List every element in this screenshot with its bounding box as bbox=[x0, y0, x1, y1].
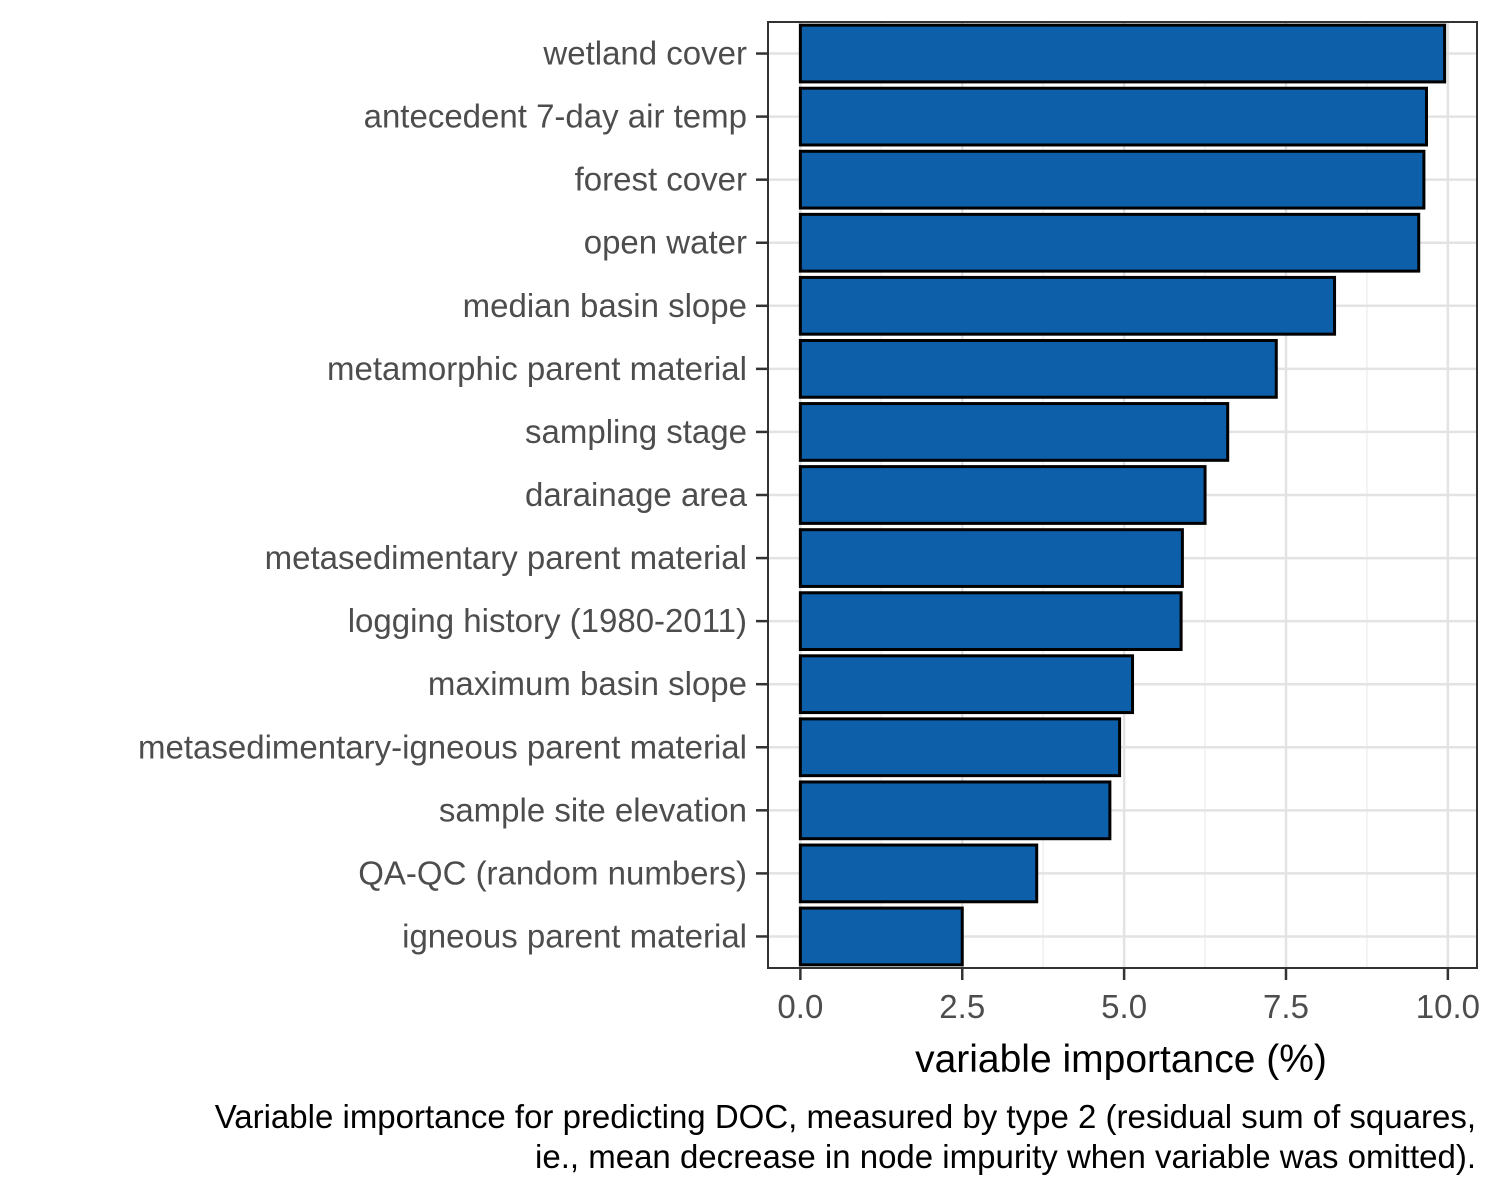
bar bbox=[798, 528, 1184, 588]
x-axis-title: variable importance (%) bbox=[915, 1038, 1327, 1081]
y-tick-label: sampling stage bbox=[525, 413, 747, 450]
x-axis: 0.0 2.5 5.0 7.5 10.0 bbox=[777, 968, 1480, 1025]
y-tick-label: QA-QC (random numbers) bbox=[358, 854, 747, 891]
y-tick-label: median basin slope bbox=[463, 287, 747, 324]
bar bbox=[798, 654, 1135, 715]
caption-line-1: Variable importance for predicting DOC, … bbox=[214, 1098, 1476, 1135]
y-tick-label: sample site elevation bbox=[439, 791, 747, 828]
x-tick-label: 10.0 bbox=[1416, 988, 1480, 1025]
bar bbox=[798, 212, 1421, 273]
bar bbox=[798, 591, 1183, 652]
x-tick-label: 2.5 bbox=[939, 988, 985, 1025]
y-tick-label: wetland cover bbox=[542, 35, 747, 72]
y-tick-label: logging history (1980-2011) bbox=[348, 602, 747, 639]
caption-line-2: ie., mean decrease in node impurity when… bbox=[535, 1138, 1476, 1175]
y-tick-label: metasedimentary-igneous parent material bbox=[138, 728, 747, 765]
y-tick-label: maximum basin slope bbox=[428, 665, 747, 702]
x-tick-label: 7.5 bbox=[1263, 988, 1309, 1025]
bar bbox=[798, 402, 1230, 462]
bar bbox=[798, 780, 1112, 841]
y-tick-label: metasedimentary parent material bbox=[265, 539, 747, 576]
y-tick-label: antecedent 7-day air temp bbox=[364, 98, 747, 135]
y-axis: wetland cover antecedent 7-day air temp fo… bbox=[138, 35, 768, 954]
bar bbox=[798, 717, 1122, 778]
y-tick-label: darainage area bbox=[525, 476, 748, 513]
variable-importance-chart: wetland cover antecedent 7-day air temp fo… bbox=[138, 21, 1480, 1081]
y-tick-label: open water bbox=[584, 224, 747, 261]
x-tick-label: 0.0 bbox=[777, 988, 823, 1025]
bar bbox=[798, 843, 1039, 904]
bar bbox=[798, 906, 964, 967]
bar bbox=[798, 149, 1426, 210]
y-tick-label: metamorphic parent material bbox=[327, 350, 747, 387]
bar bbox=[798, 86, 1428, 147]
bar bbox=[798, 465, 1207, 525]
x-tick-label: 5.0 bbox=[1101, 988, 1147, 1025]
bar bbox=[798, 275, 1337, 336]
y-tick-label: forest cover bbox=[575, 161, 747, 198]
bar bbox=[798, 338, 1278, 399]
bars bbox=[798, 23, 1447, 967]
bar bbox=[798, 23, 1447, 84]
y-tick-label: igneous parent material bbox=[402, 917, 747, 954]
